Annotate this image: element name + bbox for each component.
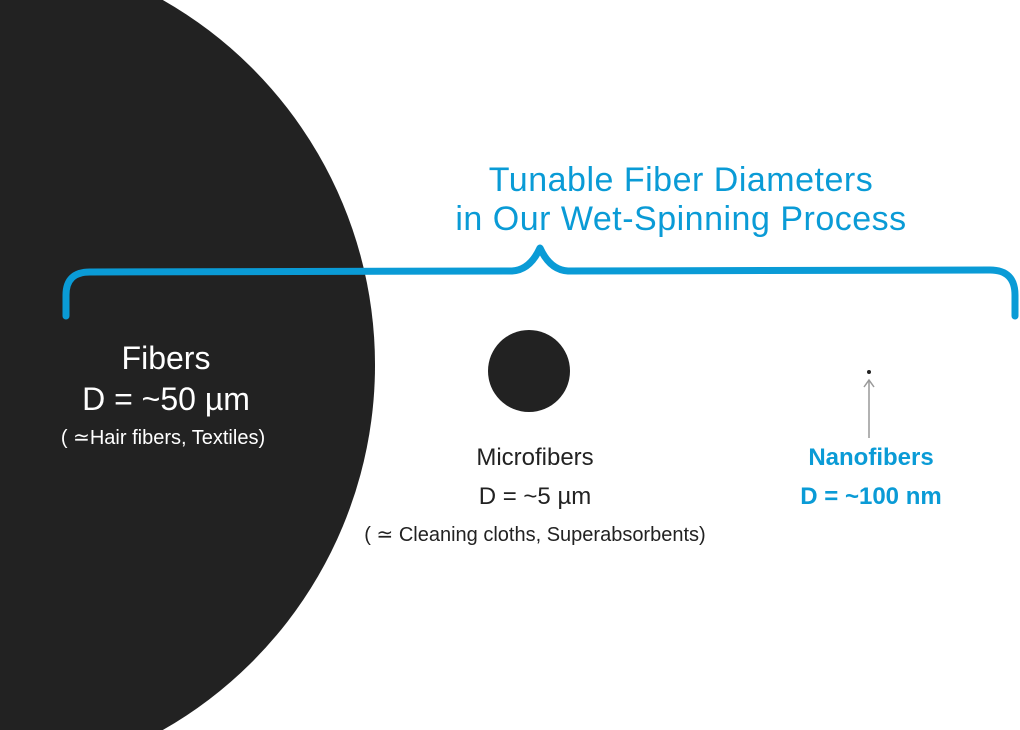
title-line-2: in Our Wet-Spinning Process xyxy=(455,200,907,238)
fiber-circle xyxy=(0,0,376,730)
fibers-label: Fibers xyxy=(121,340,211,376)
microfibers-examples: ( ≃ Cleaning cloths, Superabsorbents) xyxy=(364,524,706,546)
title-line-1: Tunable Fiber Diameters xyxy=(488,161,874,199)
nanofiber-dot xyxy=(867,370,871,374)
nanofibers-diameter: D = ~100 nm xyxy=(800,483,942,510)
fibers-examples: ( ≃Hair fibers, Textiles) xyxy=(60,427,266,449)
microfiber-circle xyxy=(488,330,570,412)
fibers-diameter: D = ~50 µm xyxy=(82,381,250,417)
microfibers-diameter: D = ~5 µm xyxy=(478,483,592,510)
arrow-up-icon xyxy=(863,378,875,438)
brace xyxy=(62,244,1019,320)
microfibers-label: Microfibers xyxy=(476,444,594,471)
nanofibers-label: Nanofibers xyxy=(808,444,934,471)
